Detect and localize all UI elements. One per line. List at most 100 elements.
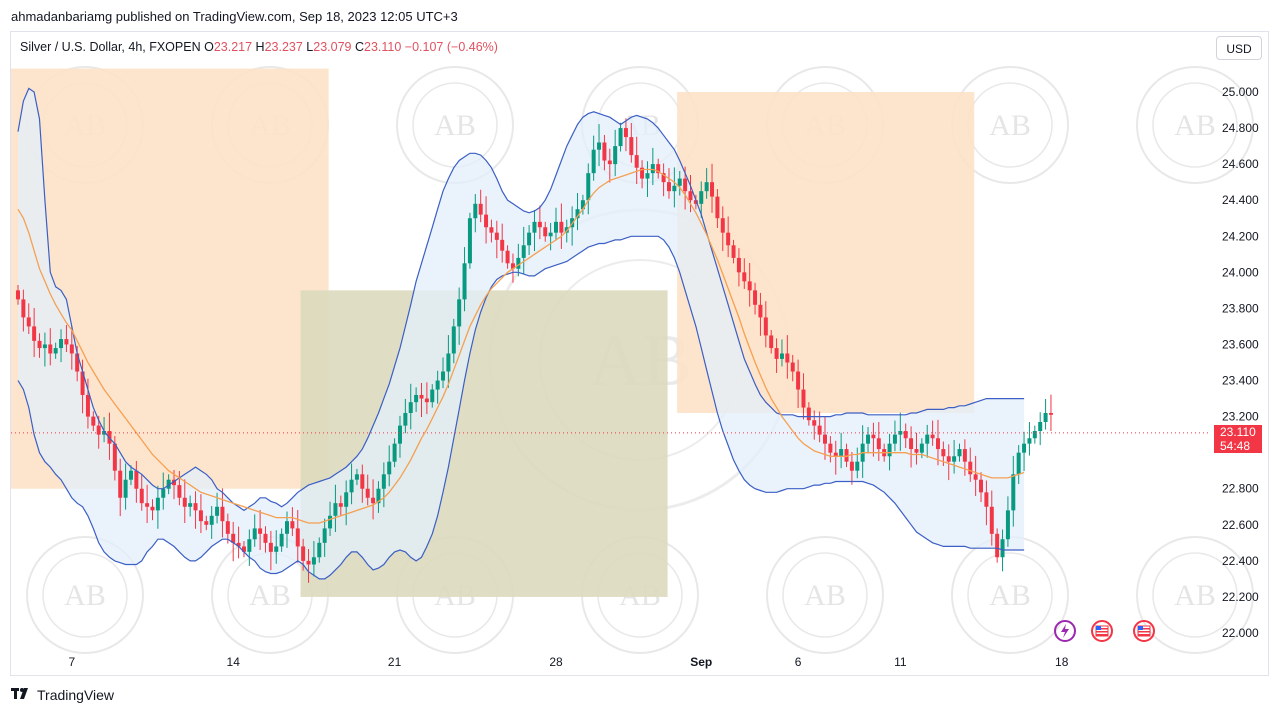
candle-body xyxy=(554,221,558,233)
candle-31 xyxy=(182,479,187,523)
candle-body xyxy=(371,497,376,504)
candle-105 xyxy=(580,194,585,215)
candle-152 xyxy=(833,440,838,475)
candle-46 xyxy=(263,526,268,553)
close-key: C xyxy=(354,40,364,54)
candle-body xyxy=(198,510,203,522)
candle-39 xyxy=(225,513,230,544)
candle-110 xyxy=(607,148,612,183)
candle-body xyxy=(769,335,774,349)
candle-body xyxy=(328,515,333,529)
candle-body xyxy=(155,497,160,511)
candle-body xyxy=(575,209,580,219)
candle-93 xyxy=(516,243,521,277)
candle-body xyxy=(349,479,354,493)
candle-body xyxy=(634,155,639,168)
watermark-seal: AB xyxy=(1136,536,1254,654)
candle-137 xyxy=(753,282,758,315)
candle-body xyxy=(344,492,349,507)
candle-body xyxy=(903,431,908,439)
candle-176 xyxy=(962,439,967,476)
candle-body xyxy=(403,412,408,426)
watermark-monogram: AB xyxy=(1174,579,1216,612)
candle-body xyxy=(586,173,591,201)
candle-body xyxy=(731,245,736,258)
chart-frame[interactable] xyxy=(10,31,1269,676)
candle-body xyxy=(441,371,446,381)
candle-151 xyxy=(828,436,833,463)
candle-body xyxy=(295,528,300,547)
candle-135 xyxy=(742,258,747,289)
candle-10 xyxy=(69,326,74,370)
candle-body xyxy=(779,353,784,359)
candle-body xyxy=(510,263,515,269)
candle-body xyxy=(172,479,177,486)
candle-25 xyxy=(150,499,155,521)
candle-body xyxy=(623,128,628,138)
candle-body xyxy=(537,221,542,228)
candle-body xyxy=(930,434,935,439)
candle-body xyxy=(855,461,860,471)
candle-body xyxy=(69,344,74,354)
candle-115 xyxy=(634,136,639,184)
candle-141 xyxy=(774,338,779,373)
candle-22 xyxy=(134,460,139,503)
candle-159 xyxy=(871,422,876,457)
candle-177 xyxy=(968,447,973,482)
candle-190 xyxy=(1038,412,1043,446)
candle-body xyxy=(785,353,790,363)
candle-body xyxy=(484,214,489,228)
candle-49 xyxy=(279,528,284,552)
tradingview-logo[interactable]: TradingView xyxy=(11,687,114,703)
candle-body xyxy=(376,488,381,504)
candle-body xyxy=(102,431,107,435)
currency-button[interactable]: USD xyxy=(1216,36,1262,60)
open-key: O xyxy=(204,40,214,54)
candle-body xyxy=(91,416,96,426)
candle-body xyxy=(112,443,117,471)
candle-body xyxy=(699,191,704,204)
candle-body xyxy=(274,546,279,552)
candles-layer xyxy=(16,118,1053,583)
us-flag-event-icon-2[interactable] xyxy=(1133,620,1155,642)
candle-body xyxy=(736,257,741,273)
candle-body xyxy=(591,149,596,174)
candle-80 xyxy=(446,335,451,388)
price-tick-label: 23.400 xyxy=(1222,374,1259,388)
candle-40 xyxy=(231,521,236,562)
dividend-event-icon[interactable] xyxy=(1054,620,1076,642)
price-tick-label: 24.200 xyxy=(1222,229,1259,243)
us-flag-event-icon[interactable] xyxy=(1091,620,1113,642)
candle-12 xyxy=(80,359,85,414)
candle-128 xyxy=(704,168,709,199)
last-price-tag: 23.110 54:48 xyxy=(1214,424,1262,453)
candle-14 xyxy=(91,411,96,432)
time-tick-label: 28 xyxy=(549,655,563,669)
candle-body xyxy=(973,474,978,480)
candle-body xyxy=(919,443,924,453)
candle-body xyxy=(957,449,962,457)
candle-body xyxy=(408,402,413,413)
candle-body xyxy=(693,200,698,204)
candle-117 xyxy=(645,161,650,197)
candle-34 xyxy=(198,494,203,534)
candle-body xyxy=(128,470,133,480)
candle-body xyxy=(64,339,69,345)
bollinger-upper-line xyxy=(17,87,1025,512)
time-tick-label: 14 xyxy=(227,655,241,669)
candle-body xyxy=(672,185,677,192)
candle-body xyxy=(424,398,429,403)
candle-body xyxy=(26,317,31,327)
symbol-legend[interactable]: Silver / U.S. Dollar, 4h, FXOPEN O23.217… xyxy=(20,40,498,54)
candle-116 xyxy=(640,160,645,189)
watermark-seal: AB xyxy=(1136,66,1254,184)
candle-body xyxy=(661,173,666,183)
time-tick-label: 7 xyxy=(68,655,75,669)
candle-188 xyxy=(1027,422,1032,456)
candle-body xyxy=(306,560,311,565)
candle-112 xyxy=(618,122,623,152)
candle-body xyxy=(806,407,811,421)
price-tick-label: 24.600 xyxy=(1222,157,1259,171)
candle-5 xyxy=(42,332,47,367)
